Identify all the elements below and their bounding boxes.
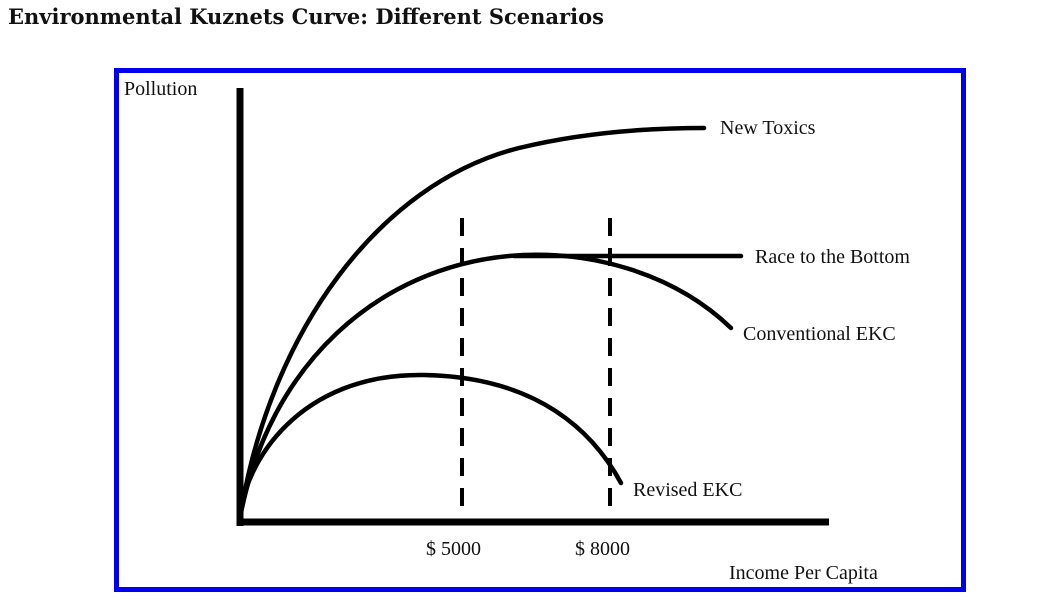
revised-ekc-label: Revised EKC <box>633 479 742 501</box>
race-to-bottom-label: Race to the Bottom <box>755 246 910 268</box>
diagram-frame: Pollution Income Per Capita $ 5000 $ 800… <box>114 68 966 592</box>
y-axis-label: Pollution <box>124 78 197 100</box>
ekc-diagram: Pollution Income Per Capita $ 5000 $ 800… <box>124 78 910 584</box>
marker-label-8000: $ 8000 <box>575 538 630 560</box>
page-title: Environmental Kuznets Curve: Different S… <box>8 4 604 29</box>
new-toxics-label: New Toxics <box>720 117 816 139</box>
conventional-ekc-curve <box>237 252 734 521</box>
x-axis-label: Income Per Capita <box>729 562 878 584</box>
marker-label-5000: $ 5000 <box>426 538 481 560</box>
conventional-ekc-label: Conventional EKC <box>743 323 896 345</box>
new-toxics-curve <box>237 125 707 521</box>
revised-ekc-curve <box>237 372 624 521</box>
